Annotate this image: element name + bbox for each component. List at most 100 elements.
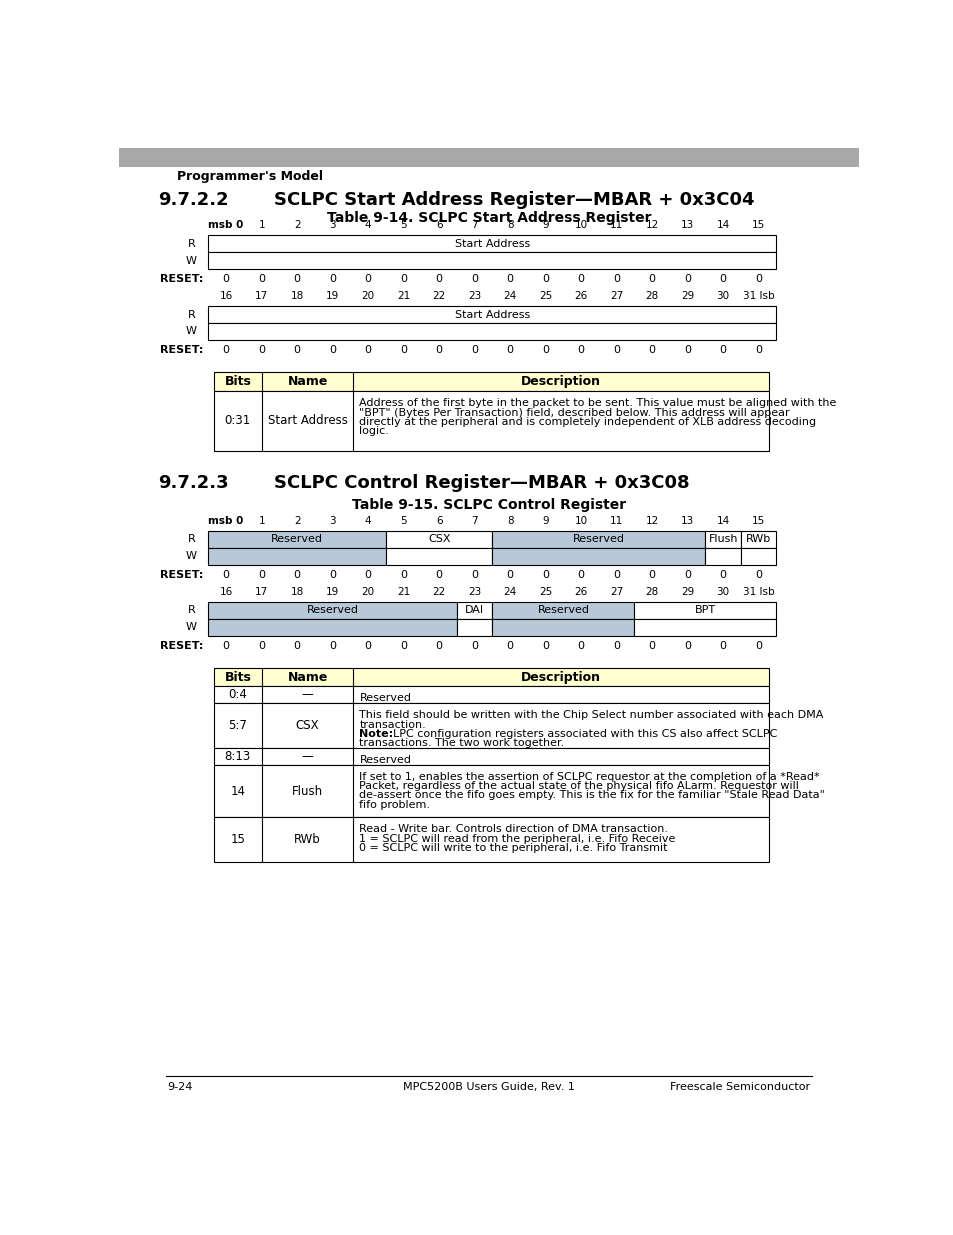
Text: 27: 27: [609, 587, 622, 597]
Text: 0: 0: [222, 345, 230, 354]
Text: 28: 28: [645, 587, 659, 597]
Text: 10: 10: [574, 220, 587, 230]
Text: 18: 18: [291, 587, 303, 597]
Bar: [386, 548, 492, 564]
Bar: [704, 548, 740, 564]
Text: 0: 0: [541, 641, 549, 651]
Text: 15: 15: [230, 834, 245, 846]
Text: 20: 20: [361, 291, 375, 301]
Text: 0: 0: [683, 569, 691, 579]
Text: transactions. The two work together.: transactions. The two work together.: [359, 739, 564, 748]
Text: 13: 13: [680, 220, 694, 230]
Text: RESET:: RESET:: [160, 641, 204, 651]
Text: 20: 20: [361, 587, 375, 597]
Bar: [208, 601, 456, 619]
Text: CSX: CSX: [295, 719, 319, 732]
Text: 15: 15: [751, 220, 764, 230]
Text: Name: Name: [287, 375, 328, 388]
Bar: [492, 531, 704, 548]
Text: Reserved: Reserved: [537, 605, 589, 615]
Bar: [208, 324, 776, 340]
Text: 8: 8: [506, 220, 513, 230]
Text: This field should be written with the Chip Select number associated with each DM: This field should be written with the Ch…: [359, 710, 823, 720]
Text: 27: 27: [609, 291, 622, 301]
Text: 0: 0: [541, 345, 549, 354]
Text: SCLPC Start Address Register—MBAR + 0x3C04: SCLPC Start Address Register—MBAR + 0x3C…: [274, 190, 754, 209]
Text: Description: Description: [520, 375, 600, 388]
Bar: [213, 704, 768, 748]
Bar: [119, 148, 858, 168]
Bar: [492, 601, 634, 619]
Bar: [208, 306, 776, 324]
Text: 0: 0: [755, 641, 761, 651]
Text: W: W: [186, 256, 196, 266]
Text: 25: 25: [538, 587, 552, 597]
Text: 5:7: 5:7: [228, 719, 247, 732]
Text: Reserved: Reserved: [573, 535, 624, 545]
Text: 21: 21: [396, 587, 410, 597]
Text: Note:: Note:: [359, 729, 394, 739]
Text: 21: 21: [396, 291, 410, 301]
Text: 26: 26: [574, 587, 587, 597]
Bar: [456, 619, 492, 636]
Text: 0: 0: [613, 569, 619, 579]
Text: R: R: [187, 605, 195, 615]
Text: Reserved: Reserved: [359, 693, 411, 704]
Text: Bits: Bits: [224, 375, 251, 388]
Text: W: W: [186, 326, 196, 336]
Text: 1 = SCLPC will read from the peripheral, i.e. Fifo Receive: 1 = SCLPC will read from the peripheral,…: [359, 834, 675, 844]
Text: 0: 0: [399, 345, 407, 354]
Text: BPT: BPT: [694, 605, 716, 615]
Text: msb 0: msb 0: [208, 220, 244, 230]
Text: 16: 16: [219, 291, 233, 301]
Text: 0: 0: [471, 345, 477, 354]
Text: 9: 9: [542, 516, 548, 526]
Text: 0: 0: [436, 274, 442, 284]
Text: 0: 0: [755, 569, 761, 579]
Text: DAI: DAI: [465, 605, 484, 615]
Text: 19: 19: [326, 291, 339, 301]
Text: 0: 0: [683, 345, 691, 354]
Text: 0: 0: [506, 641, 513, 651]
Text: 0: 0: [399, 569, 407, 579]
Text: 0: 0: [719, 345, 726, 354]
Text: Table 9-14. SCLPC Start Address Register: Table 9-14. SCLPC Start Address Register: [326, 210, 651, 225]
Bar: [208, 235, 776, 252]
Text: R: R: [187, 238, 195, 248]
Text: 22: 22: [432, 291, 445, 301]
Text: 4: 4: [364, 516, 371, 526]
Text: 0: 0: [258, 274, 265, 284]
Text: Reserved: Reserved: [359, 755, 411, 764]
Text: 28: 28: [645, 291, 659, 301]
Text: 25: 25: [538, 291, 552, 301]
Text: Flush: Flush: [708, 535, 738, 545]
Text: 0: 0: [506, 274, 513, 284]
Text: 14: 14: [716, 516, 729, 526]
Text: 19: 19: [326, 587, 339, 597]
Text: 23: 23: [468, 291, 480, 301]
Text: 0: 0: [648, 641, 655, 651]
Bar: [208, 548, 386, 564]
Text: 0: 0: [258, 345, 265, 354]
Bar: [213, 687, 768, 704]
Text: —: —: [301, 688, 314, 701]
Text: 0: 0: [258, 569, 265, 579]
Text: 0: 0: [755, 274, 761, 284]
Text: 0: 0: [222, 274, 230, 284]
Text: 0: 0: [613, 641, 619, 651]
Text: 0: 0: [329, 274, 335, 284]
Text: 7: 7: [471, 220, 477, 230]
Text: 0: 0: [683, 641, 691, 651]
Text: W: W: [186, 622, 196, 632]
Text: 0: 0: [719, 569, 726, 579]
Text: Packet, regardless of the actual state of the physical fifo ALarm. Requestor wil: Packet, regardless of the actual state o…: [359, 782, 799, 792]
Bar: [386, 531, 492, 548]
Text: 0: 0: [541, 569, 549, 579]
Text: 9.7.2.3: 9.7.2.3: [158, 474, 229, 493]
Text: 0: 0: [222, 641, 230, 651]
Text: 22: 22: [432, 587, 445, 597]
Text: 5: 5: [400, 220, 407, 230]
Text: 30: 30: [716, 291, 729, 301]
Text: 15: 15: [751, 516, 764, 526]
Text: 5: 5: [400, 516, 407, 526]
